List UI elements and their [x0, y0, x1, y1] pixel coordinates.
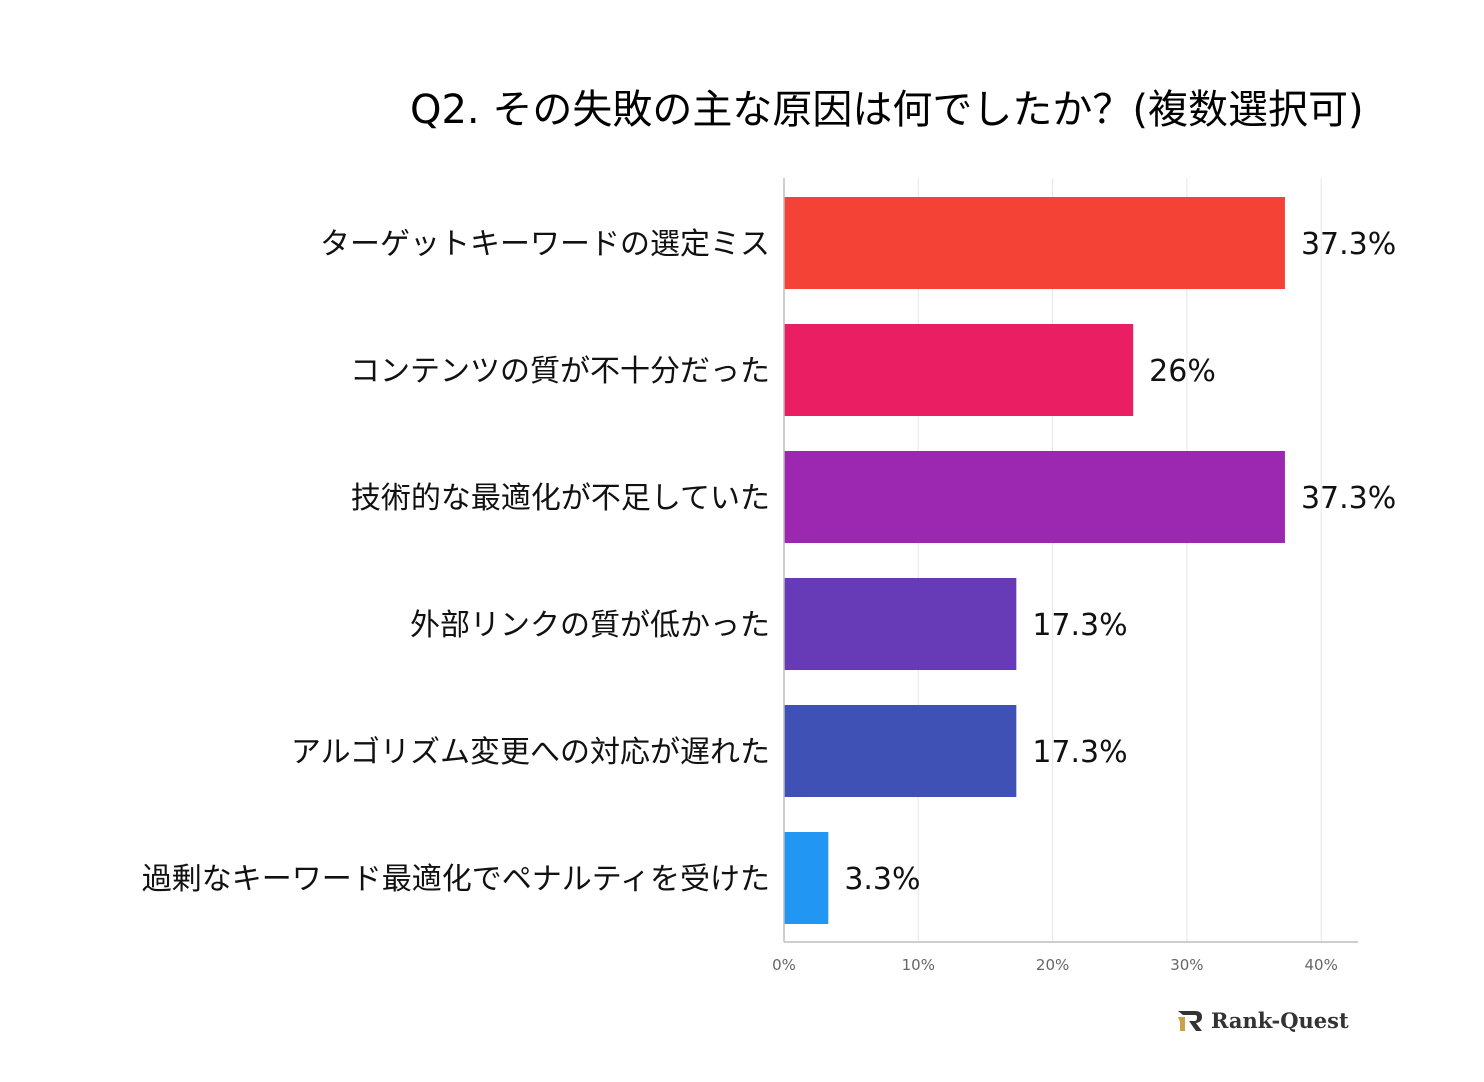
- value-label: 37.3%: [1301, 227, 1396, 262]
- value-label: 26%: [1149, 354, 1216, 389]
- x-axis: 0% 10% 20% 30% 40%: [772, 178, 1358, 974]
- rank-quest-logo[interactable]: Rank-Quest: [1175, 1003, 1349, 1037]
- category-label: アルゴリズム変更への対応が遅れた: [291, 735, 770, 770]
- value-label: 3.3%: [844, 862, 920, 897]
- bar[interactable]: [784, 197, 1285, 289]
- bar[interactable]: [784, 451, 1285, 543]
- value-label: 37.3%: [1301, 481, 1396, 516]
- x-tick-label: 30%: [1170, 956, 1203, 974]
- chart-title: Q2. その失敗の主な原因は何でしたか？(複数選択可): [410, 87, 1364, 133]
- category-label: ターゲットキーワードの選定ミス: [320, 227, 770, 262]
- category-labels: ターゲットキーワードの選定ミスコンテンツの質が不十分だった技術的な最適化が不足し…: [142, 227, 770, 897]
- category-label: 外部リンクの質が低かった: [410, 608, 770, 643]
- x-tick-label: 40%: [1305, 956, 1338, 974]
- gridlines: [917, 178, 1322, 942]
- value-label: 17.3%: [1032, 735, 1127, 770]
- logo-text: Rank-Quest: [1211, 1007, 1349, 1033]
- rank-quest-logo-icon: [1178, 1011, 1202, 1031]
- x-tick-label: 0%: [772, 956, 796, 974]
- x-tick-label: 20%: [1036, 956, 1069, 974]
- category-label: 過剰なキーワード最適化でペナルティを受けた: [142, 862, 770, 897]
- bar[interactable]: [784, 832, 829, 924]
- category-label: コンテンツの質が不十分だった: [350, 354, 770, 389]
- x-tick-label: 10%: [902, 956, 935, 974]
- bars: [784, 197, 1285, 924]
- value-labels: 37.3% 26% 37.3% 17.3% 17.3% 3.3%: [844, 227, 1396, 897]
- value-label: 17.3%: [1032, 608, 1127, 643]
- bar[interactable]: [784, 324, 1134, 416]
- bar[interactable]: [784, 578, 1017, 670]
- category-label: 技術的な最適化が不足していた: [351, 481, 770, 516]
- bar[interactable]: [784, 705, 1017, 797]
